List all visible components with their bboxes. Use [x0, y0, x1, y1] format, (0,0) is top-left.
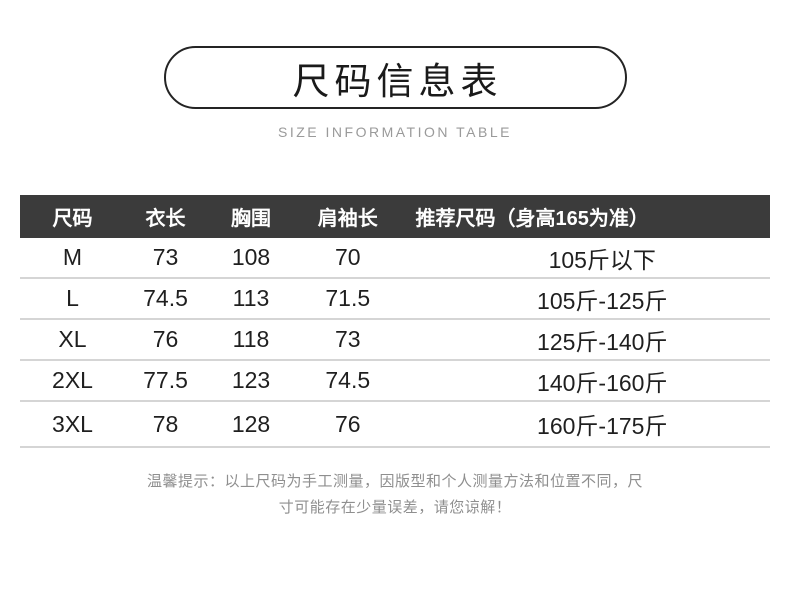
cell-shoulder-sleeve: 70 [296, 238, 400, 279]
cell-bust: 118 [206, 319, 296, 361]
cell-shoulder-sleeve: 73 [296, 319, 400, 361]
cell-size: XL [20, 319, 125, 361]
cell-recommended-weight: 140斤-160斤 [399, 360, 770, 402]
title-pill: 尺码信息表 [163, 46, 627, 109]
cell-recommended-weight: 125斤-140斤 [399, 319, 770, 361]
size-table: 尺码 衣长 胸围 肩袖长 推荐尺码（身高165为准） M 73 108 70 1… [20, 195, 770, 448]
cell-bust: 123 [206, 360, 296, 402]
cell-size: 3XL [20, 401, 125, 448]
cell-recommended-weight: 160斤-175斤 [399, 401, 770, 448]
cell-recommended-weight: 105斤-125斤 [399, 278, 770, 320]
header-size: 尺码 [20, 195, 125, 238]
cell-shoulder-sleeve: 74.5 [296, 360, 400, 402]
measurement-note-line1: 温馨提示：以上尺码为手工测量，因版型和个人测量方法和位置不同，尺 [146, 473, 643, 490]
cell-bust: 108 [206, 238, 296, 279]
header-bust: 胸围 [206, 195, 296, 238]
cell-recommended-weight: 105斤以下 [399, 238, 770, 279]
page-title: 尺码信息表 [292, 60, 503, 102]
measurement-note: 温馨提示：以上尺码为手工测量，因版型和个人测量方法和位置不同，尺 寸可能存在少量… [0, 469, 790, 521]
cell-garment-length: 73 [125, 238, 206, 279]
header-recommended-size: 推荐尺码（身高165为准） [399, 195, 770, 238]
cell-size: 2XL [20, 360, 125, 402]
header-shoulder-sleeve: 肩袖长 [296, 195, 400, 238]
cell-garment-length: 76 [125, 319, 206, 361]
cell-garment-length: 74.5 [125, 278, 206, 320]
cell-shoulder-sleeve: 76 [296, 401, 400, 448]
cell-garment-length: 77.5 [125, 360, 206, 402]
table-row-xl: XL 76 118 73 125斤-140斤 [20, 319, 770, 361]
cell-bust: 128 [206, 401, 296, 448]
cell-garment-length: 78 [125, 401, 206, 448]
table-header-row: 尺码 衣长 胸围 肩袖长 推荐尺码（身高165为准） [20, 195, 770, 238]
cell-shoulder-sleeve: 71.5 [296, 278, 400, 320]
measurement-note-line2: 寸可能存在少量误差，请您谅解！ [278, 499, 512, 516]
table-row-3xl: 3XL 78 128 76 160斤-175斤 [20, 401, 770, 448]
size-chart-page: 尺码信息表 SIZE INFORMATION TABLE 尺码 衣长 胸围 肩袖… [0, 46, 790, 600]
header-garment-length: 衣长 [125, 195, 206, 238]
table-row-l: L 74.5 113 71.5 105斤-125斤 [20, 278, 770, 320]
table-row-2xl: 2XL 77.5 123 74.5 140斤-160斤 [20, 360, 770, 402]
page-subtitle: SIZE INFORMATION TABLE [278, 124, 512, 140]
table-row-m: M 73 108 70 105斤以下 [20, 238, 770, 279]
cell-bust: 113 [206, 278, 296, 320]
cell-size: L [20, 278, 125, 320]
cell-size: M [20, 238, 125, 279]
